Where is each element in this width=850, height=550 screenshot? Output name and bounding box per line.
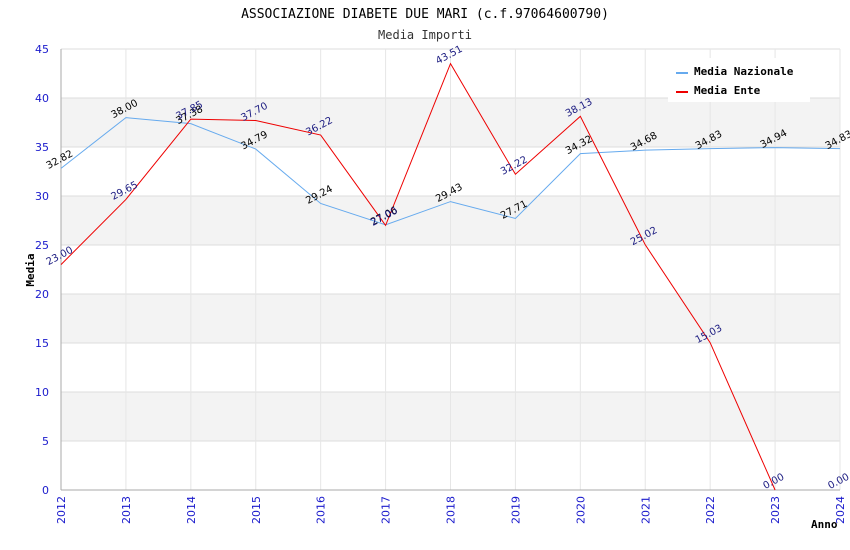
- legend-box: [668, 58, 810, 102]
- x-tick-label: 2016: [315, 496, 328, 524]
- series-line-media-ente: [60, 62, 776, 491]
- x-axis-ticks: 2012 2013 2014 2015 2016 2017 2018 2019 2020 2021…: [55, 496, 847, 524]
- x-axis-label: Anno: [811, 518, 838, 531]
- y-tick-label: 30: [35, 190, 49, 203]
- y-tick-label: 45: [35, 43, 49, 56]
- y-tick-label: 15: [35, 337, 49, 350]
- x-tick-label: 2024: [834, 496, 847, 524]
- x-tick-label: 2017: [380, 496, 393, 524]
- x-tick-label: 2021: [639, 496, 652, 524]
- y-tick-label: 10: [35, 386, 49, 399]
- y-tick-label: 0: [42, 484, 49, 497]
- y-tick-label: 35: [35, 141, 49, 154]
- x-tick-label: 2013: [120, 496, 133, 524]
- legend-label-media-nazionale: Media Nazionale: [694, 65, 794, 78]
- x-tick-label: 2012: [55, 496, 68, 524]
- chart-subtitle: Media Importi: [378, 28, 472, 42]
- x-tick-label: 2019: [509, 496, 522, 524]
- axes: [60, 49, 840, 491]
- chart-title: ASSOCIAZIONE DIABETE DUE MARI (c.f.97064…: [241, 7, 609, 22]
- legend: Media Nazionale Media Ente: [668, 58, 810, 102]
- y-axis-ticks: 0 5 10 15 20 25 30 35 40 45: [35, 43, 49, 497]
- y-tick-label: 25: [35, 239, 49, 252]
- y-tick-label: 5: [42, 435, 49, 448]
- x-tick-label: 2018: [445, 496, 458, 524]
- series-lines: [60, 62, 841, 491]
- x-tick-label: 2022: [704, 496, 717, 524]
- y-tick-label: 40: [35, 92, 49, 105]
- y-tick-label: 20: [35, 288, 49, 301]
- series-line-media-nazionale: [60, 117, 841, 226]
- x-tick-label: 2014: [185, 496, 198, 524]
- y-axis-label: Media: [24, 253, 37, 286]
- legend-label-media-ente: Media Ente: [694, 84, 761, 97]
- x-tick-label: 2020: [574, 496, 587, 524]
- x-tick-label: 2015: [250, 496, 263, 524]
- x-tick-label: 2023: [769, 496, 782, 524]
